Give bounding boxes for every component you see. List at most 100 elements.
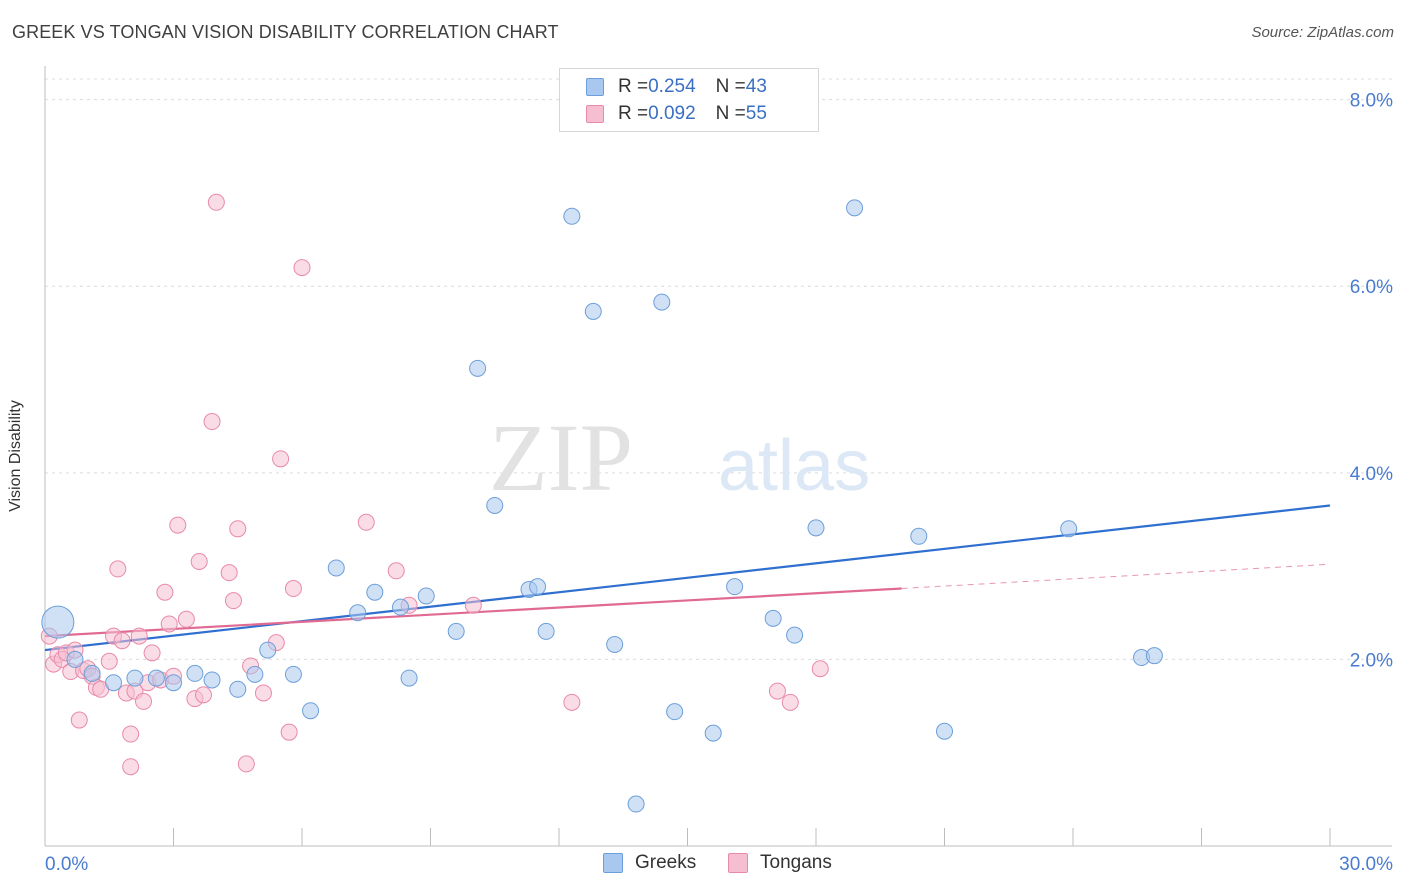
y-tick-label: 6.0% [1350, 277, 1393, 298]
tongans-swatch [586, 105, 604, 123]
greeks-r-label: R = [618, 76, 649, 97]
greek-point [704, 724, 722, 742]
tongan-point [387, 562, 405, 580]
tongan-point [254, 684, 272, 702]
greek-point [186, 664, 204, 682]
correlation-legend: R = 0.254 N = 43 R = 0.092 N = 55 [559, 68, 819, 132]
tongan-point [229, 520, 247, 538]
tongan-point [122, 725, 140, 743]
tongans-n-value: 55 [745, 103, 767, 124]
tongan-point [563, 693, 581, 711]
source-credit: Source: ZipAtlas.com [1251, 24, 1394, 41]
greek-point [147, 669, 165, 687]
greek-point [165, 674, 182, 692]
tongan-point [768, 682, 786, 700]
tongan-point [811, 660, 829, 678]
greek-point [417, 587, 435, 605]
tongan-point [130, 627, 148, 645]
greek-point [349, 604, 367, 622]
y-tick-label: 2.0% [1350, 650, 1393, 671]
greek-point [1060, 520, 1078, 538]
greek-point [246, 665, 264, 683]
greek-point [105, 674, 123, 692]
greek-point [486, 496, 504, 514]
greek-point [327, 559, 345, 577]
greek-point [910, 527, 928, 545]
greeks-legend-label: Greeks [635, 852, 697, 873]
greek-point [447, 622, 465, 640]
tongan-point [143, 644, 161, 662]
tongan-point [220, 564, 238, 582]
tongan-point [272, 450, 290, 468]
greek-point [1145, 647, 1163, 665]
series-legend: Greeks Tongans [0, 852, 1406, 876]
tongans-legend-swatch [728, 853, 748, 873]
tongan-point [160, 615, 178, 633]
greek-point [563, 207, 581, 225]
tongans-trend-extension [901, 563, 1331, 590]
greek-point [392, 598, 410, 616]
tongan-point [284, 580, 302, 598]
greeks-r-value: 0.254 [648, 76, 696, 97]
x-tick-label: 30.0% [1339, 854, 1393, 875]
greek-point [469, 359, 487, 377]
tongan-point [70, 711, 88, 729]
tongan-point [781, 693, 799, 711]
legend-item-greeks: Greeks [603, 852, 696, 874]
greek-point [807, 519, 825, 537]
greek-point [229, 680, 247, 698]
tongan-point [156, 583, 174, 601]
tongan-point [190, 552, 208, 570]
greek-point [584, 302, 602, 320]
tongan-point [109, 560, 127, 578]
greek-point [41, 605, 75, 639]
greeks-swatch [586, 78, 604, 96]
tongan-point [293, 259, 311, 277]
y-tick-label: 8.0% [1350, 91, 1393, 112]
tongans-r-value: 0.092 [648, 103, 696, 124]
data-points [40, 193, 1163, 813]
tongans-n-label: N = [715, 103, 746, 124]
legend-item-tongans: Tongans [728, 852, 832, 874]
watermark-atlas: atlas [718, 426, 870, 506]
watermark-zip: ZIP [489, 404, 633, 511]
greeks-legend-swatch [603, 853, 623, 873]
tongan-point [100, 652, 118, 670]
tongan-point [224, 592, 242, 610]
tick-labels: 2.0% 4.0% 6.0% 8.0% 0.0% 30.0% [45, 91, 1393, 875]
tongan-point [464, 596, 482, 614]
greek-point [537, 622, 555, 640]
y-tick-label: 4.0% [1350, 464, 1393, 485]
greek-point [764, 609, 782, 627]
greek-point [83, 664, 101, 682]
greek-point [259, 641, 277, 659]
greek-point [66, 650, 84, 668]
tongan-point [113, 632, 131, 650]
tongan-point [177, 610, 195, 628]
greek-point [606, 635, 624, 653]
tongan-point [237, 755, 255, 773]
chart-title: GREEK VS TONGAN VISION DISABILITY CORREL… [12, 22, 559, 42]
greek-point [627, 795, 645, 813]
greek-point [400, 669, 418, 687]
greek-point [786, 626, 804, 644]
tongan-point [122, 758, 140, 776]
legend-row-greeks: R = 0.254 N = 43 [586, 75, 767, 99]
x-tick-label: 0.0% [45, 854, 88, 875]
watermark: ZIP atlas [489, 404, 870, 511]
greek-point [284, 665, 302, 683]
greek-point [529, 578, 547, 596]
tongan-point [135, 692, 153, 710]
greeks-trend-line [44, 504, 1331, 652]
greek-point [936, 722, 953, 740]
greeks-n-label: N = [715, 76, 746, 97]
greek-point [366, 583, 384, 601]
tongan-point [280, 723, 298, 741]
greek-point [653, 293, 671, 311]
axes [44, 66, 1392, 847]
greek-point [302, 702, 320, 720]
greek-point [126, 669, 144, 687]
tongan-point [207, 193, 225, 211]
tongan-point [357, 513, 375, 531]
